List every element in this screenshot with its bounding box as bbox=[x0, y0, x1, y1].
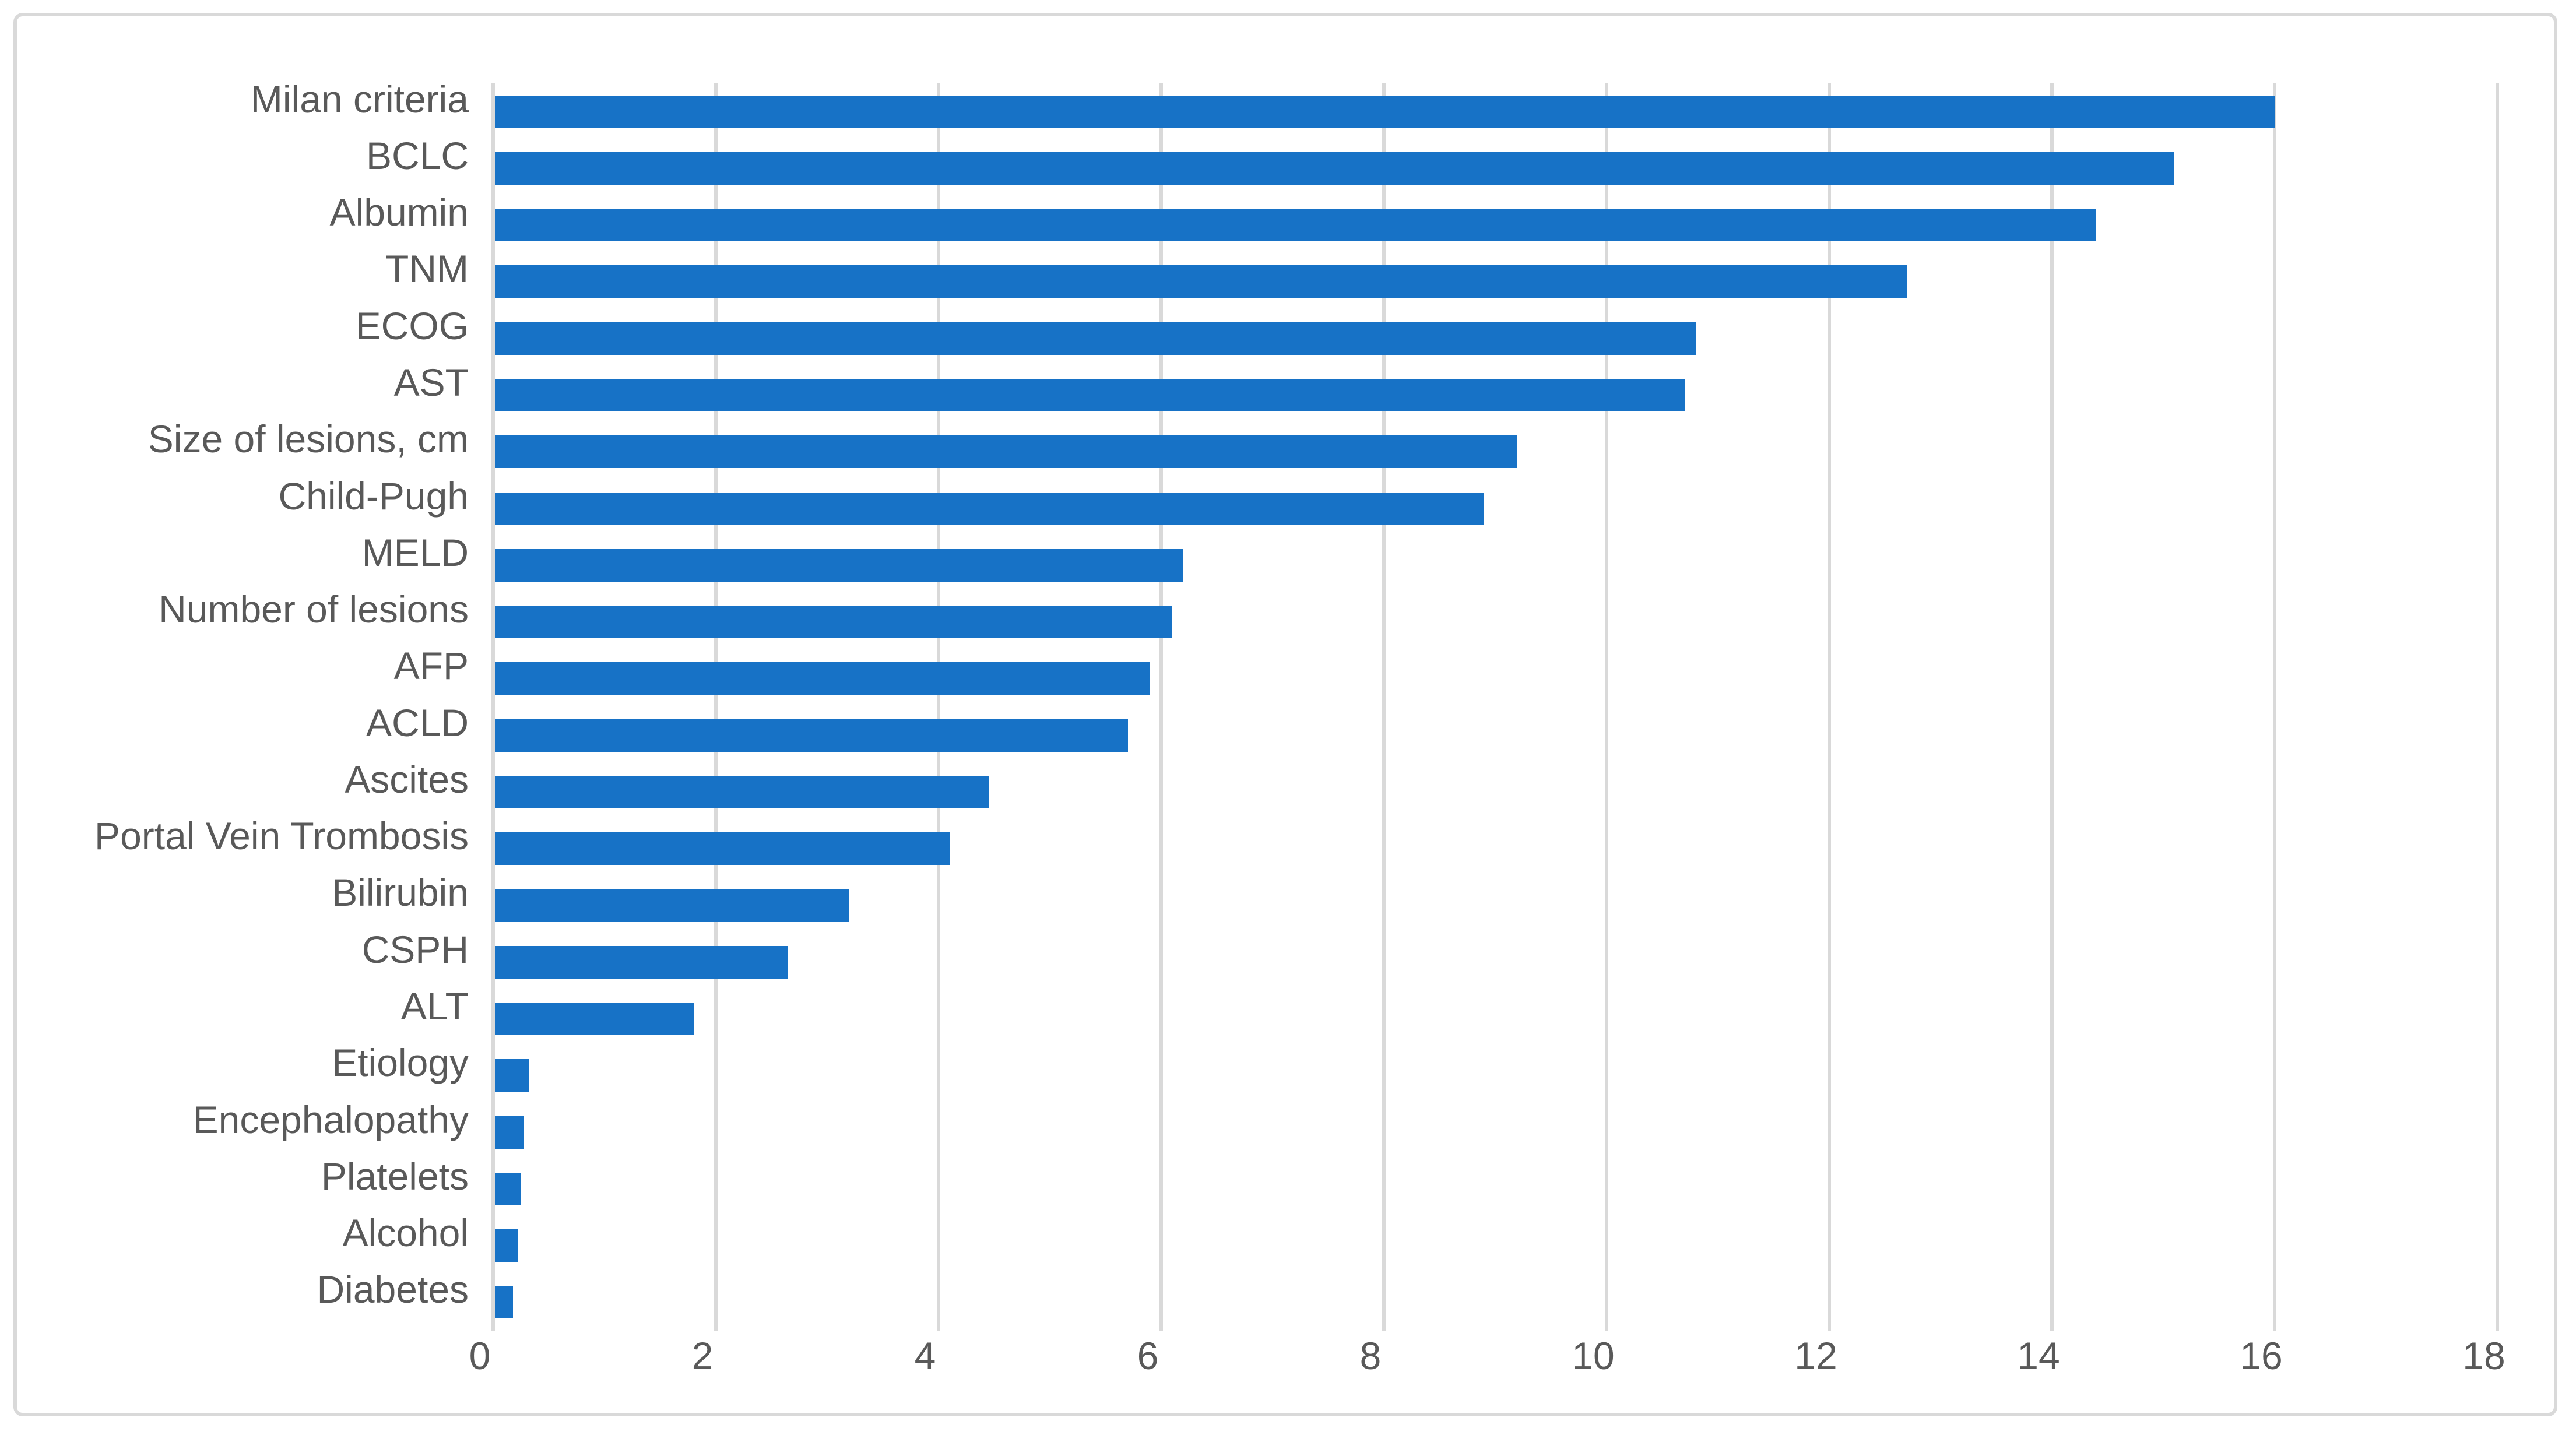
x-tick-label: 12 bbox=[1794, 1334, 1837, 1377]
category-label: Etiology bbox=[332, 1041, 469, 1085]
category-label: Albumin bbox=[329, 191, 469, 234]
x-tick-label: 14 bbox=[2017, 1334, 2060, 1377]
category-label: Portal Vein Trombosis bbox=[94, 814, 469, 858]
bar-alcohol bbox=[495, 1229, 518, 1262]
plot-area bbox=[491, 83, 2499, 1331]
x-tick-label: 10 bbox=[1572, 1334, 1615, 1377]
x-tick-label: 18 bbox=[2462, 1334, 2505, 1377]
vertical-gridline bbox=[937, 83, 940, 1331]
vertical-gridline bbox=[1828, 83, 1831, 1331]
bar-alt bbox=[495, 1003, 694, 1035]
category-label: Size of lesions, cm bbox=[147, 417, 469, 461]
bar-portal-vein-trombosis bbox=[495, 832, 950, 866]
category-label: AFP bbox=[393, 644, 469, 688]
x-tick-label: 6 bbox=[1137, 1334, 1159, 1377]
x-tick-label: 8 bbox=[1359, 1334, 1382, 1377]
category-label: BCLC bbox=[366, 133, 469, 177]
category-label: MELD bbox=[361, 530, 469, 574]
category-label: AST bbox=[393, 361, 469, 404]
bar-afp bbox=[495, 662, 1150, 695]
category-label: ECOG bbox=[355, 304, 469, 347]
bar-tnm bbox=[495, 265, 1907, 298]
bar-acld bbox=[495, 719, 1128, 752]
category-label: ACLD bbox=[366, 701, 469, 744]
bar-diabetes bbox=[495, 1286, 514, 1319]
vertical-gridline bbox=[1159, 83, 1163, 1331]
bar-meld bbox=[495, 548, 1184, 582]
bar-milan-criteria bbox=[495, 95, 2275, 128]
x-tick-label: 4 bbox=[914, 1334, 936, 1377]
vertical-gridline bbox=[2496, 83, 2499, 1331]
bar-child-pugh bbox=[495, 492, 1484, 525]
category-label: Alcohol bbox=[342, 1211, 469, 1255]
vertical-gridline bbox=[714, 83, 718, 1331]
bar-ascites bbox=[495, 775, 989, 808]
category-label: Bilirubin bbox=[332, 871, 469, 915]
category-label: Encephalopathy bbox=[192, 1098, 469, 1141]
category-label: Number of lesions bbox=[159, 588, 469, 631]
vertical-gridline bbox=[2273, 83, 2276, 1331]
category-label: Milan criteria bbox=[250, 77, 469, 121]
category-label: TNM bbox=[385, 247, 469, 291]
vertical-gridline bbox=[1605, 83, 1608, 1331]
bar-bclc bbox=[495, 152, 2175, 185]
vertical-gridline bbox=[2050, 83, 2054, 1331]
bar-albumin bbox=[495, 209, 2097, 242]
x-tick-label: 16 bbox=[2240, 1334, 2283, 1377]
bar-size-of-lesions-cm bbox=[495, 435, 1518, 469]
chart-border: Milan criteria BCLC Albumin TNM ECOG AST Size … bbox=[13, 13, 2557, 1416]
bar-etiology bbox=[495, 1059, 529, 1092]
bar-encephalopathy bbox=[495, 1116, 525, 1149]
category-label: ALT bbox=[400, 984, 469, 1028]
x-tick-label: 2 bbox=[691, 1334, 714, 1377]
category-label: Child-Pugh bbox=[278, 474, 469, 518]
bar-platelets bbox=[495, 1172, 521, 1205]
bar-ecog bbox=[495, 322, 1696, 355]
bar-csph bbox=[495, 945, 789, 979]
bar-number-of-lesions bbox=[495, 606, 1173, 639]
bar-ast bbox=[495, 379, 1685, 411]
y-axis-line bbox=[491, 83, 495, 1331]
x-tick-label: 0 bbox=[469, 1334, 491, 1377]
vertical-gridline bbox=[1382, 83, 1386, 1331]
bar-bilirubin bbox=[495, 889, 850, 922]
category-label: CSPH bbox=[361, 927, 469, 971]
category-label: Diabetes bbox=[317, 1268, 469, 1311]
category-label: Ascites bbox=[345, 757, 469, 801]
category-label: Platelets bbox=[321, 1154, 469, 1198]
